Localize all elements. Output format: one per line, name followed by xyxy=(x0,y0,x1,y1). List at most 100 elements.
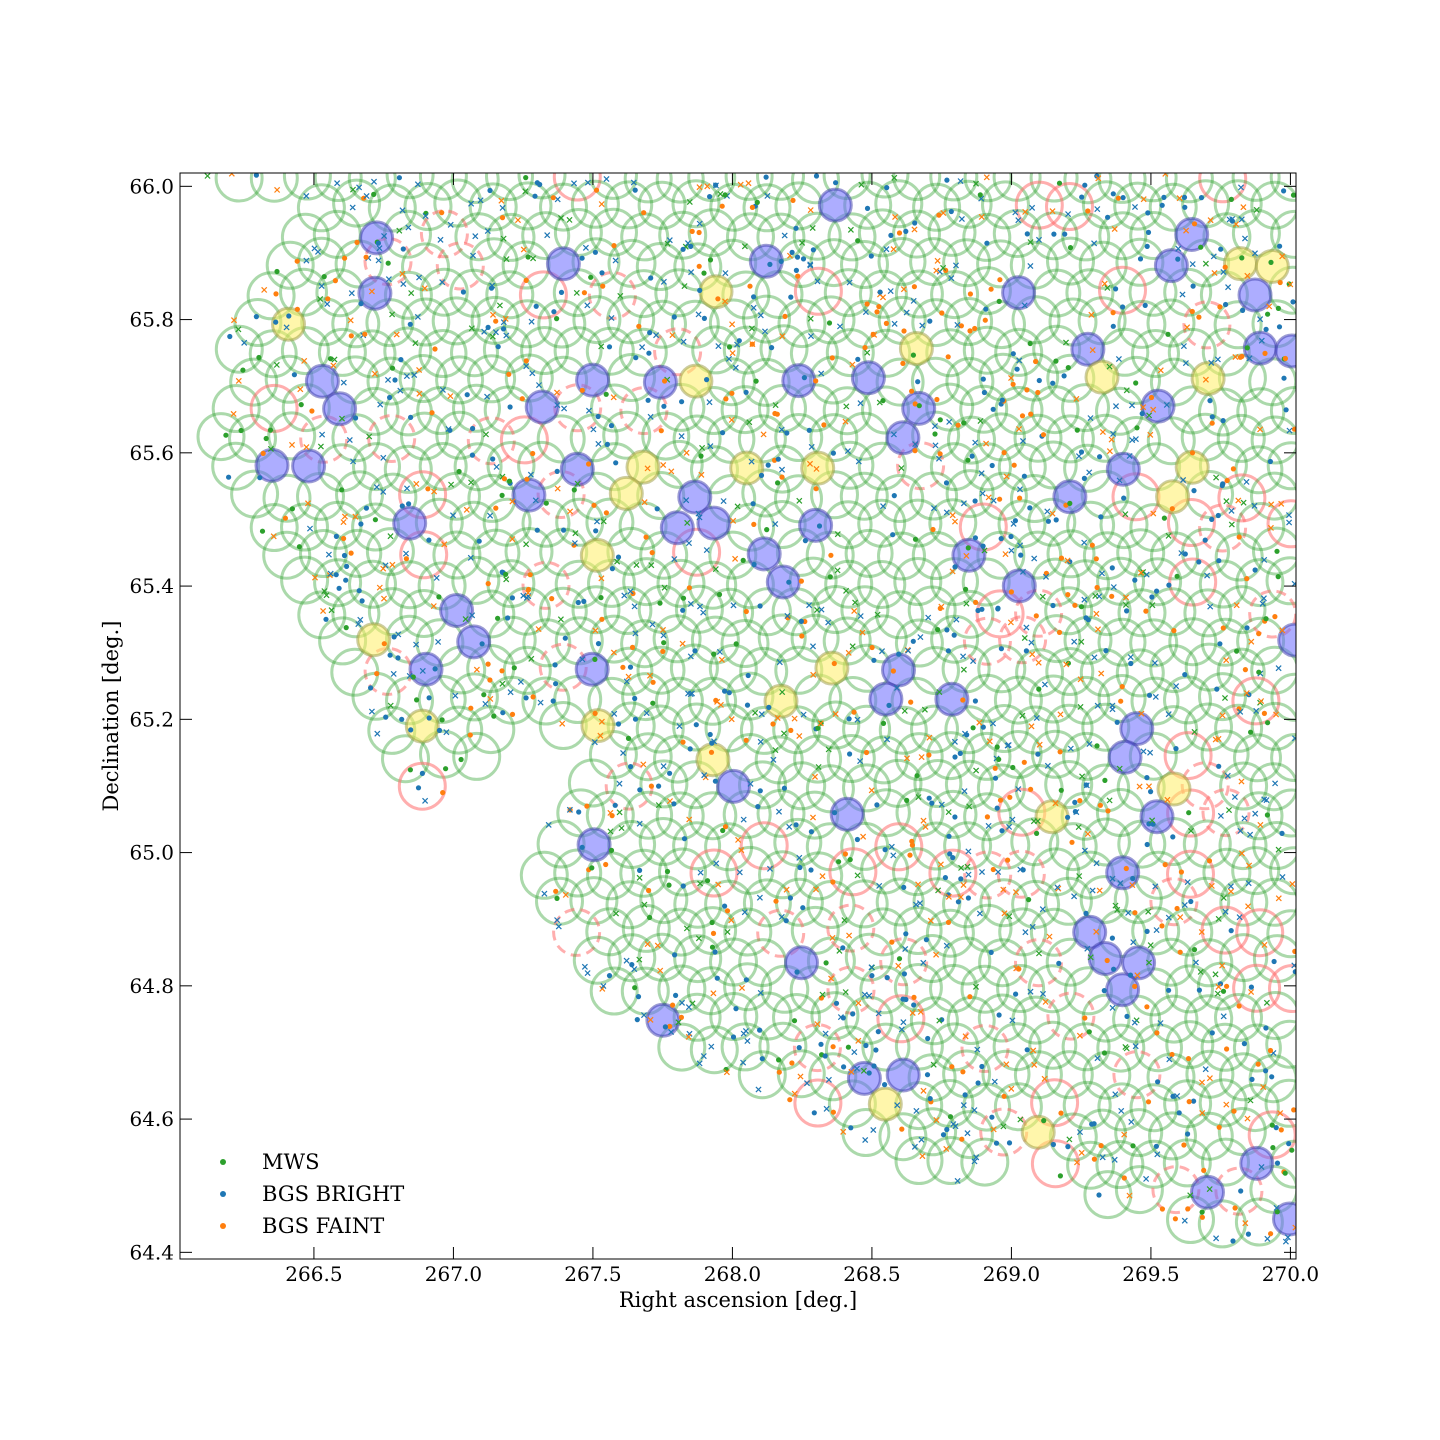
bgs-bright-target-cross xyxy=(766,865,774,872)
bgs-bright-target-dot xyxy=(1185,1131,1191,1137)
fiber-ring xyxy=(279,267,328,317)
fiber-ring xyxy=(1013,413,1063,463)
bgs-bright-target-dot xyxy=(1120,304,1126,310)
bgs-bright-target-dot xyxy=(744,702,751,708)
mws-target-dot xyxy=(1010,764,1016,771)
bgs-bright-target-dot xyxy=(654,506,660,512)
fiber-ring xyxy=(607,933,657,983)
bgs-faint-target-dot xyxy=(1199,1214,1205,1220)
fiber-ring xyxy=(537,299,587,349)
mws-target-cross xyxy=(557,214,565,222)
bgs-bright-target-dot xyxy=(476,538,482,544)
bgs-bright-target-dot xyxy=(1021,473,1027,479)
bgs-faint-target-dot xyxy=(425,486,431,492)
bgs-bright-target-dot xyxy=(387,652,393,658)
fiber-ring xyxy=(704,879,754,929)
fiber-ring xyxy=(976,412,1026,462)
bgs-faint-target-cross xyxy=(1057,711,1064,718)
bgs-bright-target-dot xyxy=(257,475,263,481)
bgs-faint-target-dot xyxy=(499,668,505,674)
bgs-bright-target-cross xyxy=(747,780,754,787)
bgs-bright-target-dot xyxy=(1209,1030,1215,1036)
mws-target-cross xyxy=(796,497,803,504)
bgs-bright-target-cross xyxy=(958,215,965,223)
bgs-bright-target-dot xyxy=(415,785,422,791)
filled-fiber-marker xyxy=(814,650,850,686)
bgs-bright-target-cross xyxy=(414,181,421,188)
bgs-faint-target-dot xyxy=(774,411,780,417)
filled-fiber-marker xyxy=(576,827,612,863)
bgs-bright-target-cross xyxy=(653,332,660,339)
fiber-ring xyxy=(367,414,417,463)
bgs-bright-target-dot xyxy=(253,173,259,178)
bgs-faint-target-dot xyxy=(864,301,870,307)
mws-target-dot xyxy=(666,882,672,888)
bgs-bright-target-dot xyxy=(1217,981,1224,987)
bgs-faint-target-dot xyxy=(1144,1004,1150,1010)
mws-target-cross xyxy=(847,226,854,233)
bgs-bright-target-cross xyxy=(685,540,693,547)
bgs-bright-target-dot xyxy=(286,313,292,319)
bgs-faint-target-dot xyxy=(1220,625,1226,631)
bgs-faint-target-cross xyxy=(554,485,561,492)
mws-target-dot xyxy=(647,914,653,921)
mws-target-dot xyxy=(1053,358,1059,364)
bgs-bright-target-dot xyxy=(901,971,908,977)
bgs-bright-target-dot xyxy=(687,746,693,752)
bgs-bright-target-dot xyxy=(1281,188,1287,194)
bgs-bright-target-cross xyxy=(1251,502,1258,509)
filled-fiber-marker xyxy=(524,389,560,425)
bgs-faint-target-dot xyxy=(648,783,655,789)
filled-fiber-marker xyxy=(1174,217,1210,252)
fiber-ring xyxy=(857,560,907,609)
bgs-bright-target-cross xyxy=(732,364,739,371)
bgs-bright-target-cross xyxy=(851,1049,858,1056)
fiber-ring xyxy=(1061,675,1111,725)
bgs-bright-target-cross xyxy=(935,455,943,462)
bgs-bright-target-dot xyxy=(884,975,890,981)
bgs-bright-target-cross xyxy=(836,323,844,330)
bgs-faint-target-dot xyxy=(432,346,438,352)
bgs-faint-target-dot xyxy=(662,378,668,384)
bgs-bright-target-dot xyxy=(833,180,839,186)
bgs-faint-target-cross xyxy=(1052,800,1059,807)
mws-target-cross xyxy=(503,576,510,583)
bgs-bright-target-dot xyxy=(1244,625,1250,631)
bgs-bright-target-cross xyxy=(481,328,488,335)
bgs-bright-target-dot xyxy=(509,595,515,601)
fiber-ring xyxy=(962,325,1012,375)
bgs-bright-target-cross xyxy=(1143,571,1150,578)
bgs-bright-target-cross xyxy=(954,321,961,328)
mws-target-cross xyxy=(675,1019,682,1026)
filled-fiber-marker xyxy=(695,742,731,778)
bgs-faint-target-cross xyxy=(845,649,852,656)
bgs-bright-target-cross xyxy=(631,966,638,973)
bgs-faint-target-dot xyxy=(1094,584,1100,591)
bgs-bright-target-cross xyxy=(862,1136,869,1144)
fiber-ring xyxy=(1236,502,1286,551)
bgs-bright-target-dot xyxy=(707,194,713,200)
bgs-faint-target-dot xyxy=(1216,1124,1222,1130)
bgs-bright-target-dot xyxy=(759,1056,765,1062)
bgs-bright-target-dot xyxy=(1083,782,1089,788)
bgs-faint-target-cross xyxy=(352,513,359,520)
fiber-ring xyxy=(536,414,586,464)
bgs-bright-target-cross xyxy=(1152,883,1159,890)
bgs-faint-target-cross xyxy=(311,574,319,581)
fiber-ring xyxy=(993,730,1043,779)
fiber-ring xyxy=(1217,473,1267,523)
bgs-faint-target-cross xyxy=(598,718,605,725)
bgs-faint-target-dot xyxy=(1178,869,1184,875)
bgs-faint-target-cross xyxy=(779,333,786,340)
bgs-faint-target-dot xyxy=(1098,1143,1104,1149)
bgs-bright-target-cross xyxy=(1282,1238,1289,1245)
fiber-ring xyxy=(945,357,995,406)
fiber-ring xyxy=(774,413,824,462)
fiber-ring xyxy=(1011,879,1061,929)
fiber-ring xyxy=(1015,648,1065,698)
fiber-ring xyxy=(262,473,312,523)
fiber-ring xyxy=(1250,645,1296,695)
bgs-bright-target-dot xyxy=(808,867,814,873)
mws-target-cross xyxy=(741,243,748,250)
fiber-ring xyxy=(925,1079,975,1128)
